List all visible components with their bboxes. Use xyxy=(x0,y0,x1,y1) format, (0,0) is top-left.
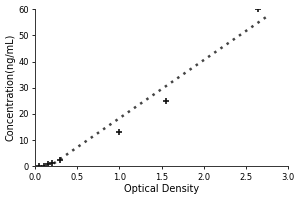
X-axis label: Optical Density: Optical Density xyxy=(124,184,199,194)
Y-axis label: Concentration(ng/mL): Concentration(ng/mL) xyxy=(6,34,16,141)
